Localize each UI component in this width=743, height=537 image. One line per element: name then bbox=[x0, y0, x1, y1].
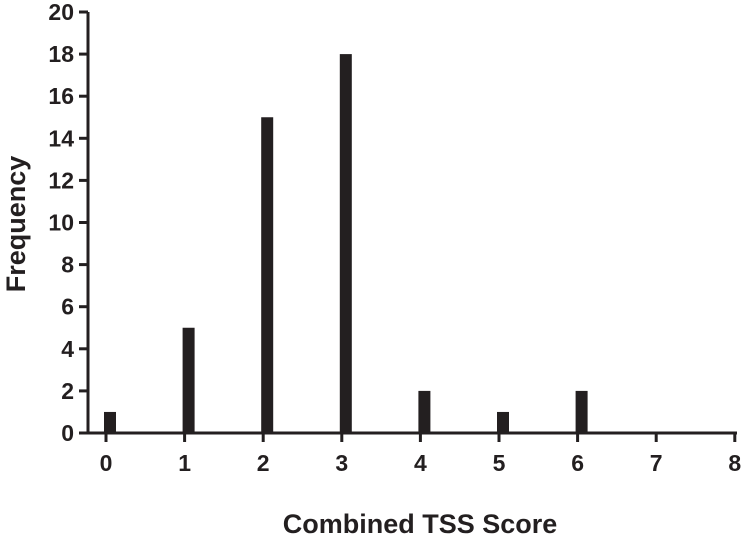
y-tick-label: 20 bbox=[48, 0, 74, 25]
bar-1 bbox=[182, 327, 195, 433]
y-tick-label: 2 bbox=[61, 378, 74, 404]
y-tick-label: 12 bbox=[48, 167, 74, 193]
y-axis-ticks: 0 2 4 6 8 10 12 14 16 18 20 bbox=[48, 0, 88, 446]
x-tick-label: 7 bbox=[650, 450, 663, 476]
y-axis-title: Frequency bbox=[1, 156, 31, 293]
bar-4 bbox=[418, 390, 431, 433]
x-tick-label: 4 bbox=[414, 450, 427, 476]
x-tick-label: 2 bbox=[257, 450, 270, 476]
y-tick-label: 4 bbox=[61, 336, 74, 362]
x-axis-title: Combined TSS Score bbox=[283, 509, 558, 537]
bar-5 bbox=[497, 411, 509, 433]
bar-6 bbox=[575, 390, 588, 433]
x-tick-label: 8 bbox=[728, 450, 741, 476]
x-tick-label: 3 bbox=[335, 450, 348, 476]
bar-0 bbox=[104, 411, 116, 433]
x-tick-label: 1 bbox=[178, 450, 191, 476]
x-tick-label: 0 bbox=[100, 450, 113, 476]
bars bbox=[104, 54, 588, 433]
bar-2 bbox=[261, 117, 274, 433]
x-tick-label: 6 bbox=[571, 450, 584, 476]
y-tick-label: 16 bbox=[48, 83, 74, 109]
bar-3 bbox=[339, 54, 352, 433]
y-tick-label: 10 bbox=[48, 210, 74, 236]
y-tick-label: 14 bbox=[48, 125, 74, 151]
x-tick-label: 5 bbox=[493, 450, 506, 476]
y-tick-label: 8 bbox=[61, 252, 74, 278]
y-tick-label: 0 bbox=[61, 420, 74, 446]
y-tick-label: 18 bbox=[48, 41, 74, 67]
y-tick-label: 6 bbox=[61, 294, 74, 320]
x-axis-ticks: 0 1 2 3 4 5 6 7 8 bbox=[100, 433, 741, 476]
